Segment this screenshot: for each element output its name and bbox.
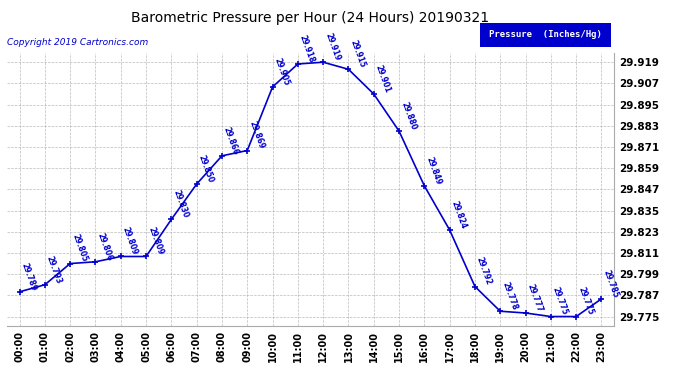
Text: 29.850: 29.850 <box>197 154 215 184</box>
Text: 29.824: 29.824 <box>450 200 468 230</box>
Text: 29.777: 29.777 <box>526 282 544 313</box>
Text: 29.869: 29.869 <box>247 120 266 150</box>
Text: 29.901: 29.901 <box>374 63 392 94</box>
Text: 29.785: 29.785 <box>602 268 620 299</box>
Text: 29.918: 29.918 <box>298 33 316 64</box>
Text: 29.915: 29.915 <box>348 39 367 69</box>
Text: Copyright 2019 Cartronics.com: Copyright 2019 Cartronics.com <box>7 38 148 47</box>
Text: 29.880: 29.880 <box>399 100 417 131</box>
Text: 29.805: 29.805 <box>70 233 88 264</box>
Text: 29.806: 29.806 <box>95 231 114 262</box>
Text: 29.789: 29.789 <box>19 261 38 292</box>
Text: 29.849: 29.849 <box>424 155 443 186</box>
Text: 29.775: 29.775 <box>576 286 595 316</box>
Text: 29.793: 29.793 <box>45 254 63 285</box>
Text: 29.775: 29.775 <box>551 286 569 316</box>
Text: 29.919: 29.919 <box>323 32 342 62</box>
Text: 29.905: 29.905 <box>273 57 291 87</box>
Text: 29.830: 29.830 <box>171 189 190 219</box>
Text: 29.809: 29.809 <box>121 226 139 256</box>
Text: 29.809: 29.809 <box>146 226 164 256</box>
Text: 29.866: 29.866 <box>222 125 240 156</box>
Text: Barometric Pressure per Hour (24 Hours) 20190321: Barometric Pressure per Hour (24 Hours) … <box>131 11 490 25</box>
Text: 29.778: 29.778 <box>500 280 519 311</box>
Text: 29.792: 29.792 <box>475 256 493 286</box>
Text: Pressure  (Inches/Hg): Pressure (Inches/Hg) <box>489 30 602 39</box>
